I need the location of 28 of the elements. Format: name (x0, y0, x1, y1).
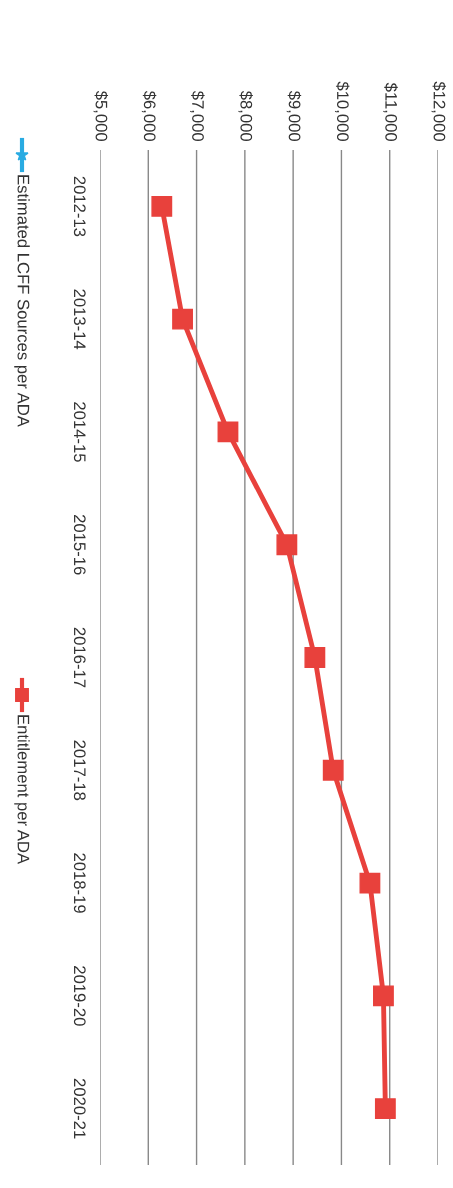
point (374, 1098, 396, 1120)
legend-label: Estimated LCFF Sources per ADA (14, 175, 30, 427)
y-tick-label: 2013-14 (73, 289, 86, 350)
point (373, 985, 394, 1007)
point (276, 534, 298, 556)
x-tick-label: $5,000 (93, 90, 109, 142)
x-tick-label: $8,000 (238, 90, 253, 142)
x-tick-label: $6,000 (141, 90, 157, 142)
x-tick-label: $7,000 (190, 90, 205, 142)
y-tick-label: 2016-17 (73, 627, 86, 688)
x-tick-label: $9,000 (286, 90, 302, 142)
point (172, 308, 193, 330)
x-tick-label: $10,000 (334, 81, 350, 142)
legend-label: Entitlement per ADA (14, 715, 30, 865)
point (304, 647, 326, 668)
point (359, 872, 381, 894)
x-tick-label: $12,000 (431, 81, 447, 142)
point (217, 421, 239, 443)
y-tick-label: 2014-15 (73, 402, 86, 462)
y-tick-label: 2020-21 (73, 1078, 86, 1139)
x-tick-label: $11,000 (383, 82, 398, 142)
point (322, 759, 344, 781)
point (151, 195, 173, 217)
y-tick-label: 2018-19 (73, 853, 86, 913)
y-tick-label: 2012-13 (73, 176, 86, 237)
y-tick-label: 2019-20 (73, 966, 86, 1026)
y-tick-label: 2017-18 (73, 740, 86, 801)
y-tick-label: 2015-16 (73, 514, 86, 575)
